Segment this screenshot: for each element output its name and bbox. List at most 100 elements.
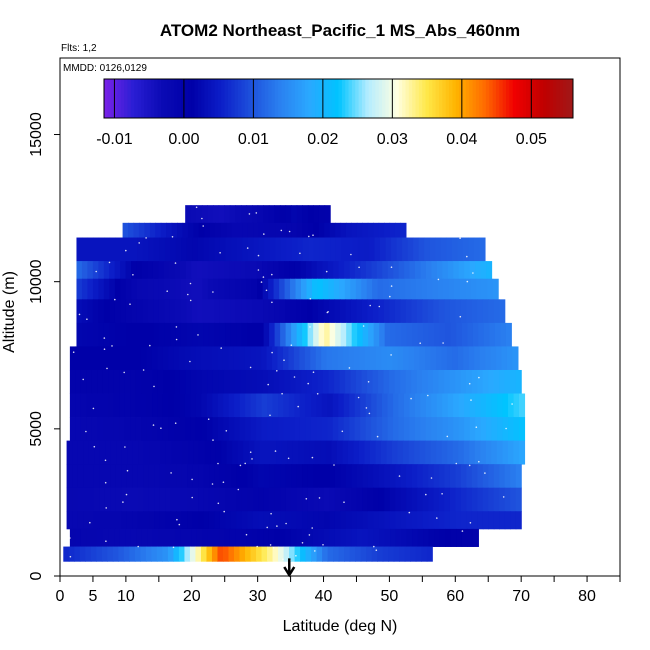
- heatmap-cell: [252, 322, 259, 347]
- heatmap-cell: [266, 346, 273, 371]
- heatmap-cell: [412, 322, 419, 347]
- heatmap-cell: [229, 528, 237, 547]
- heatmap-cell: [518, 417, 526, 442]
- sample-dot: [124, 446, 126, 448]
- heatmap-cell: [119, 369, 126, 394]
- heatmap-cell: [485, 440, 492, 465]
- heatmap-cell: [234, 261, 241, 280]
- heatmap-cell: [324, 487, 331, 512]
- heatmap-cell: [168, 417, 175, 442]
- heatmap-cell: [225, 464, 232, 489]
- heatmap-cell: [488, 511, 495, 530]
- heatmap-cell: [303, 440, 310, 465]
- heatmap-cell: [323, 369, 330, 394]
- sample-dot: [309, 298, 312, 300]
- heatmap-cell: [331, 440, 338, 465]
- heatmap-cell: [99, 511, 106, 530]
- colorbar-segment: [449, 79, 453, 118]
- heatmap-cell: [404, 261, 411, 280]
- heatmap-cell: [113, 369, 121, 394]
- colorbar-segment: [552, 79, 557, 118]
- sample-dot: [202, 225, 204, 227]
- heatmap-cell: [262, 278, 269, 300]
- heatmap-cell: [145, 546, 152, 562]
- sample-dot: [437, 278, 440, 281]
- heatmap-cell: [318, 222, 325, 238]
- colorbar-segment: [569, 79, 574, 118]
- heatmap-cell: [367, 222, 374, 238]
- sample-dot: [410, 397, 412, 400]
- x-tick-label: 10: [117, 588, 135, 605]
- heatmap-cell: [461, 528, 468, 547]
- heatmap-cell: [508, 417, 515, 442]
- colorbar-segment: [385, 79, 390, 118]
- heatmap-cell: [469, 393, 476, 418]
- heatmap-cell: [252, 511, 259, 530]
- heatmap-cell: [490, 346, 497, 371]
- heatmap-cell: [502, 393, 509, 418]
- heatmap-cell: [491, 393, 498, 418]
- heatmap-cell: [267, 261, 274, 280]
- heatmap-cell: [421, 278, 428, 300]
- heatmap-cell: [258, 511, 265, 530]
- sample-dot: [390, 285, 393, 287]
- heatmap-cell: [196, 369, 203, 394]
- heatmap-cell: [72, 464, 79, 489]
- heatmap-cell: [158, 299, 165, 324]
- colorbar-segment: [268, 79, 272, 118]
- heatmap-cell: [479, 346, 486, 371]
- heatmap-cell: [239, 546, 246, 562]
- heatmap-cell: [389, 299, 396, 324]
- heatmap-cell: [163, 528, 170, 547]
- heatmap-cell: [159, 487, 166, 512]
- heatmap-cell: [348, 346, 355, 371]
- heatmap-cell: [96, 546, 103, 562]
- heatmap-cell: [218, 528, 226, 547]
- sample-dot: [137, 545, 139, 548]
- sample-dot: [153, 385, 155, 388]
- heatmap-cell: [283, 393, 290, 418]
- heatmap-cell: [103, 528, 110, 547]
- heatmap-cell: [241, 322, 248, 347]
- colorbar-segment: [495, 79, 500, 118]
- colorbar-segment: [258, 79, 262, 118]
- heatmap-cell: [169, 299, 176, 324]
- y-tick-label: 0: [28, 571, 45, 580]
- sample-dot: [365, 407, 368, 409]
- heatmap-cell: [417, 487, 424, 512]
- heatmap-cell: [455, 299, 462, 324]
- heatmap-cell: [101, 546, 108, 562]
- sample-dot: [125, 249, 127, 252]
- heatmap-cell: [181, 322, 188, 347]
- heatmap-cell: [192, 464, 199, 489]
- heatmap-cell: [165, 511, 172, 530]
- heatmap-cell: [175, 278, 182, 300]
- heatmap-cell: [187, 464, 194, 489]
- heatmap-cell: [132, 487, 139, 512]
- colorbar-segment: [432, 79, 437, 118]
- heatmap-cell: [330, 237, 337, 262]
- heatmap-cell: [460, 369, 467, 394]
- x-tick-label: 30: [249, 588, 267, 605]
- heatmap-cell: [333, 261, 340, 280]
- heatmap-cell: [456, 322, 463, 347]
- heatmap-cell: [398, 417, 405, 442]
- heatmap-cell: [173, 546, 180, 562]
- x-axis-label: Latitude (deg N): [283, 618, 398, 635]
- heatmap-cell: [474, 440, 481, 465]
- heatmap-cell: [142, 299, 149, 324]
- sample-dot: [189, 360, 191, 363]
- heatmap-cell: [252, 528, 259, 547]
- sample-dot: [195, 206, 198, 209]
- heatmap-cell: [325, 440, 332, 465]
- colorbar-segment: [187, 79, 192, 118]
- heatmap-cell: [175, 237, 182, 262]
- heatmap-cell: [290, 369, 297, 394]
- heatmap-cell: [69, 417, 76, 442]
- heatmap-cell: [283, 417, 290, 442]
- heatmap-cell: [296, 487, 303, 512]
- heatmap-cell: [185, 528, 192, 547]
- heatmap-cell: [384, 487, 391, 512]
- heatmap-cell: [476, 278, 483, 300]
- heatmap-cell: [453, 261, 460, 280]
